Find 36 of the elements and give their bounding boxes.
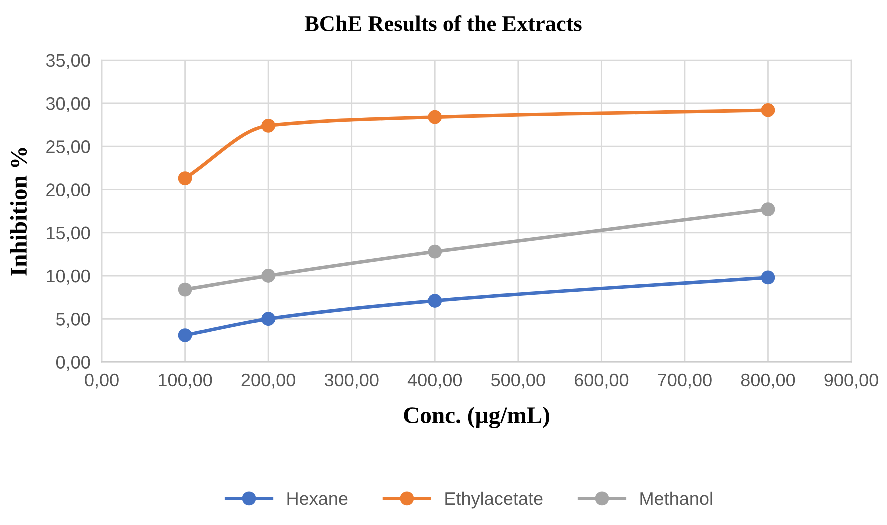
point [761,202,776,217]
point [428,110,442,124]
y-tick-label: 25,00 [46,140,90,156]
legend-label: Ethylacetate [446,492,543,509]
y-tick-label: 10,00 [47,270,90,285]
point [428,294,442,308]
point [761,103,776,118]
point [178,328,192,342]
point [178,172,192,186]
x-tick-label: 800,00 [741,374,796,389]
point [262,118,276,133]
x-axis-title: Conc. (µg/mL) [404,406,550,428]
x-tick-label: 100,00 [159,374,212,389]
y-tick-label: 35,00 [46,54,90,70]
x-tick-label: 300,00 [324,374,379,389]
point [262,269,276,283]
y-axis-title: Inhibition % [10,148,28,276]
y-tick-label: 15,00 [47,226,90,242]
x-tick-label: 900,00 [824,374,878,389]
x-tick-label: 500,00 [492,374,546,389]
y-tick-label: 5,00 [56,313,90,328]
x-tick-label: 0,00 [85,374,119,389]
y-tick-label: 20,00 [46,184,90,199]
point [761,270,776,285]
y-tick-label: 30,00 [46,97,90,112]
chart-title: BChE Results of the Extracts [304,16,582,32]
point [178,282,192,297]
point [428,244,442,259]
x-tick-label: 400,00 [408,374,462,389]
y-tick-label: 0,00 [56,356,90,372]
x-tick-label: 200,00 [242,374,296,389]
point [262,312,276,326]
x-tick-label: 700,00 [658,374,712,389]
x-tick-label: 600,00 [574,374,629,389]
legend-label: Methanol [640,492,712,506]
legend-label: Hexane [288,492,348,506]
